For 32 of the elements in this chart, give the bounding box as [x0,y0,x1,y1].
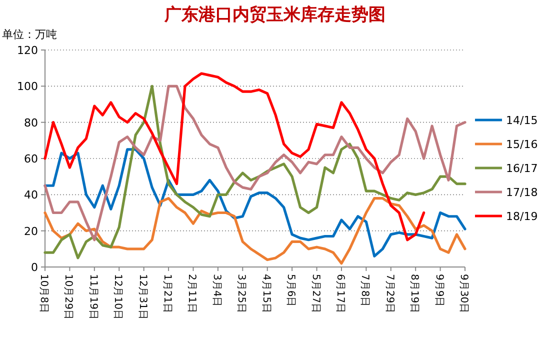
x-tick-label: 9月30日 [458,274,469,314]
y-axis-title: 单位：万吨 [2,28,57,41]
y-tick-label: 100 [17,80,38,94]
legend-label: 17/18 [506,186,538,199]
y-tick-label: 60 [24,152,38,166]
x-tick-label: 11月19日 [87,274,98,320]
chart-title: 广东港口内贸玉米库存走势图 [164,5,386,25]
legend-label: 16/17 [506,162,538,175]
x-tick-label: 10月8日 [38,274,49,314]
x-tick-label: 3月25日 [236,274,247,314]
y-tick-label: 0 [31,261,38,274]
x-tick-label: 8月19日 [408,274,420,314]
x-tick-label: 3月4日 [210,274,222,307]
x-tick-label: 5月27日 [310,274,321,314]
x-tick-label: 7月29日 [384,274,395,314]
x-tick-label: 5月6日 [285,274,296,307]
x-tick-label: 12月10日 [112,274,124,320]
legend-label: 15/16 [506,138,538,151]
y-tick-label: 20 [24,224,38,238]
legend-label: 14/15 [506,114,538,127]
x-tick-label: 1月21日 [162,274,173,314]
x-tick-label: 2月11日 [186,274,198,314]
x-tick-label: 4月15日 [260,274,272,314]
x-tick-label: 7月8日 [359,274,370,307]
x-tick-label: 9月9日 [433,274,444,307]
x-tick-label: 12月31日 [136,274,148,320]
x-tick-label: 6月17日 [334,274,346,314]
y-tick-label: 40 [24,188,38,202]
y-tick-label: 80 [24,116,38,130]
y-tick-label: 120 [17,44,38,57]
legend-label: 18/19 [506,210,538,223]
x-tick-label: 10月29日 [62,274,74,320]
